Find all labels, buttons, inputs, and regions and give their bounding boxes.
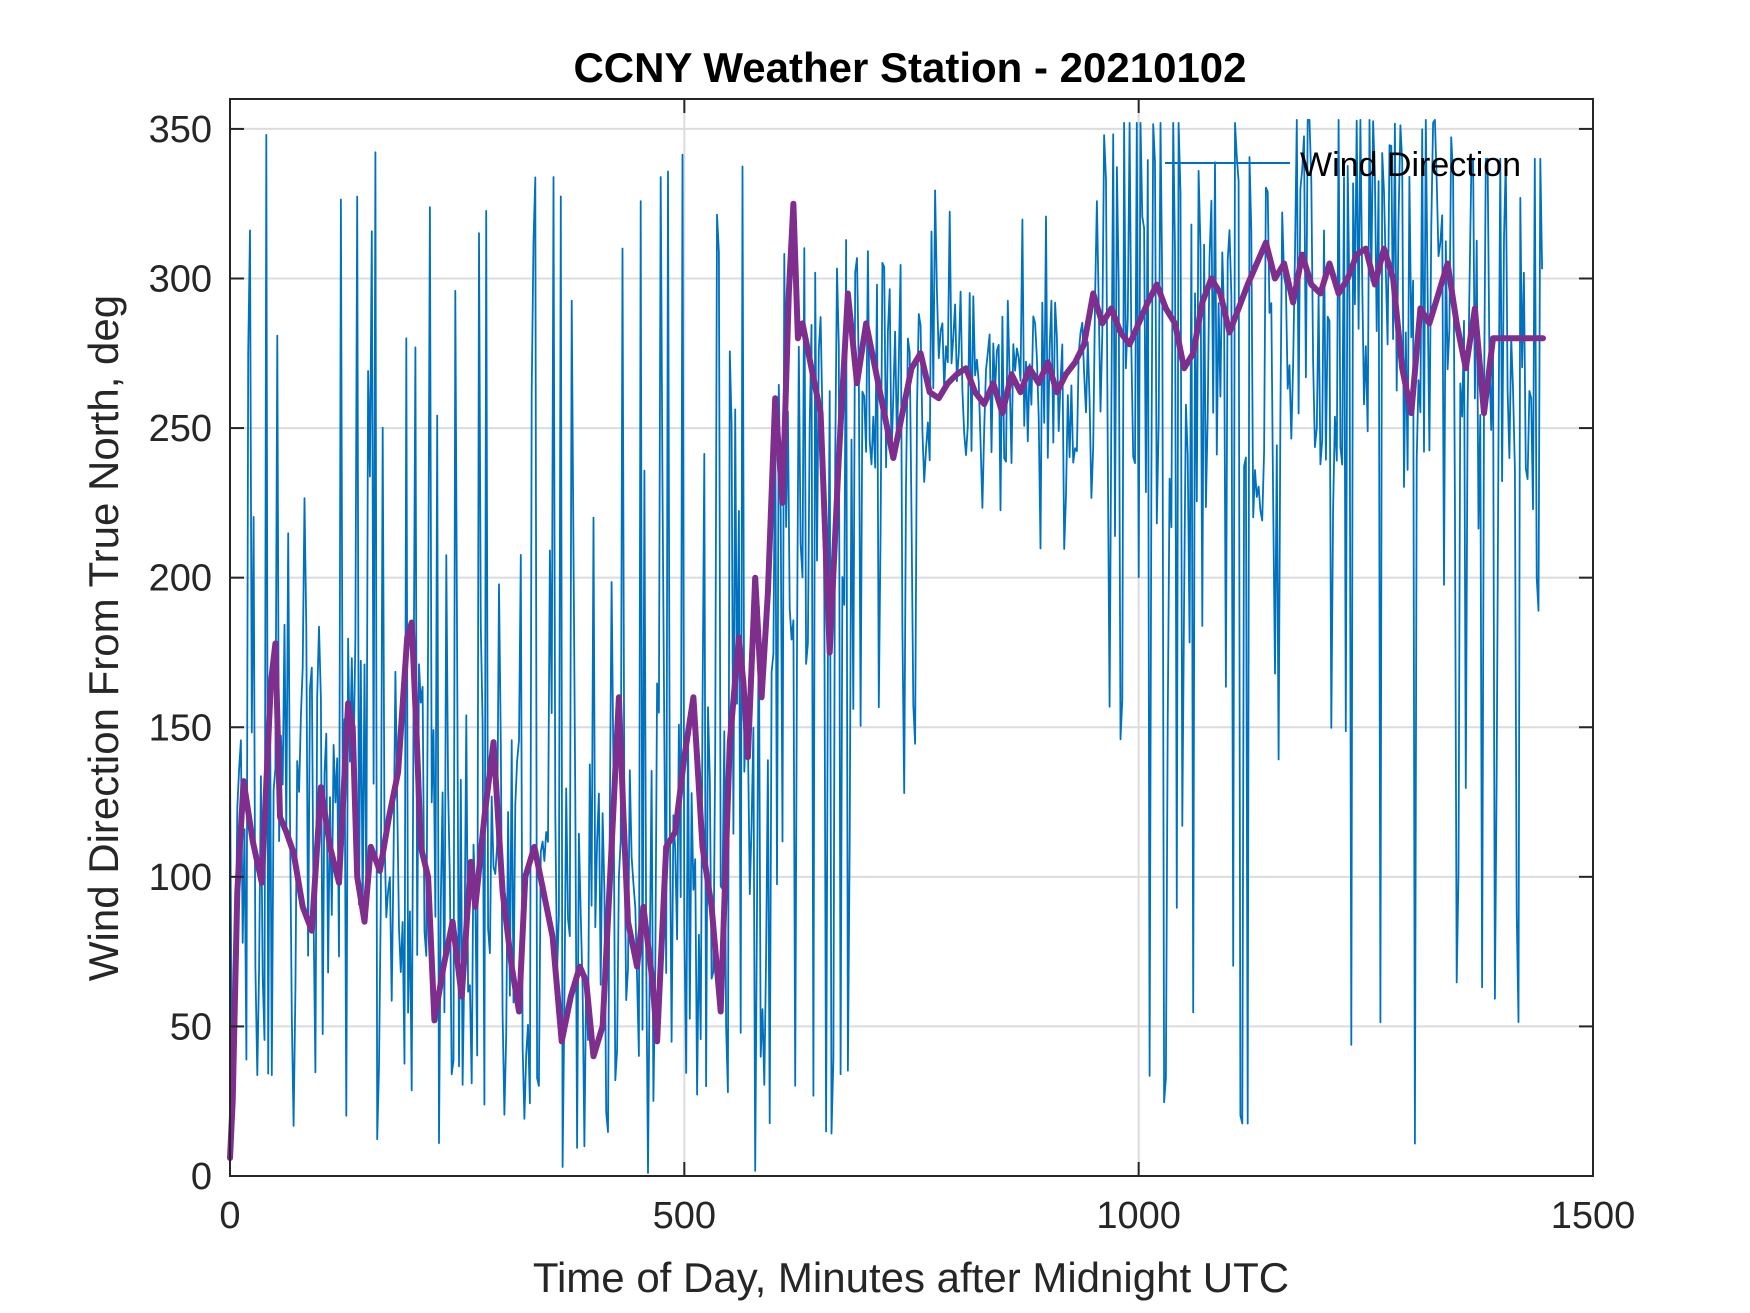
y-tick-label: 200 xyxy=(149,558,212,600)
series-line-wind-direction xyxy=(229,119,1543,1174)
axis-ticks xyxy=(229,99,1594,1177)
legend: Wind Direction xyxy=(1165,146,1521,184)
series-line-smoothed-wind-direction xyxy=(227,200,1546,1161)
y-tick-label: 150 xyxy=(149,707,212,749)
y-tick-label: 250 xyxy=(149,408,212,450)
x-tick-label: 1000 xyxy=(1096,1195,1181,1237)
y-tick-label: 100 xyxy=(149,857,212,899)
x-axis-label: Time of Day, Minutes after Midnight UTC xyxy=(533,1254,1289,1301)
x-tick-label: 500 xyxy=(653,1195,716,1237)
y-tick-label: 0 xyxy=(191,1156,212,1198)
x-tick-label: 1500 xyxy=(1551,1195,1636,1237)
series-layer xyxy=(227,119,1546,1174)
legend-label-wind-direction: Wind Direction xyxy=(1300,146,1521,184)
y-tick-label: 300 xyxy=(149,259,212,301)
x-tick-label: 0 xyxy=(219,1195,240,1237)
chart-title: CCNY Weather Station - 20210102 xyxy=(573,44,1246,91)
y-tick-label: 50 xyxy=(170,1006,212,1048)
tick-labels: 0 500 1000 1500 0 50 100 150 200 250 300 350 xyxy=(149,109,1636,1237)
plot-frame xyxy=(229,98,1594,1177)
y-axis-label: Wind Direction From True North, deg xyxy=(80,295,127,981)
y-tick-label: 350 xyxy=(149,109,212,151)
